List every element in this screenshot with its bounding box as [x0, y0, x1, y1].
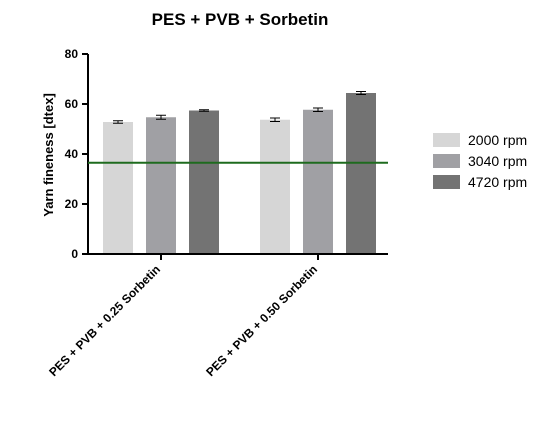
bar — [103, 122, 133, 254]
legend-label: 2000 rpm — [468, 132, 527, 148]
bar — [303, 109, 333, 254]
bar — [346, 93, 376, 254]
legend: 2000 rpm 3040 rpm 4720 rpm — [433, 132, 527, 190]
bar — [146, 117, 176, 254]
y-tick-label: 0 — [71, 247, 78, 261]
chart-title: PES + PVB + Sorbetin — [152, 10, 329, 29]
legend-swatch — [433, 133, 460, 147]
y-tick-label: 20 — [65, 197, 79, 211]
bar — [189, 110, 219, 254]
y-tick-label: 40 — [65, 147, 79, 161]
y-tick-label: 80 — [65, 47, 79, 61]
y-tick-label: 60 — [65, 97, 79, 111]
legend-label: 3040 rpm — [468, 153, 527, 169]
x-category-label: PES + PVB + 0.50 Sorbetin — [203, 262, 320, 379]
legend-swatch — [433, 154, 460, 168]
x-category-label: PES + PVB + 0.25 Sorbetin — [46, 262, 163, 379]
plot-area: PES + PVB + 0.25 Sorbetin PES + PVB + 0.5… — [46, 47, 388, 379]
y-axis-label: Yarn fineness [dtex] — [41, 93, 56, 217]
legend-label: 4720 rpm — [468, 174, 527, 190]
legend-swatch — [433, 175, 460, 189]
bar — [260, 119, 290, 254]
